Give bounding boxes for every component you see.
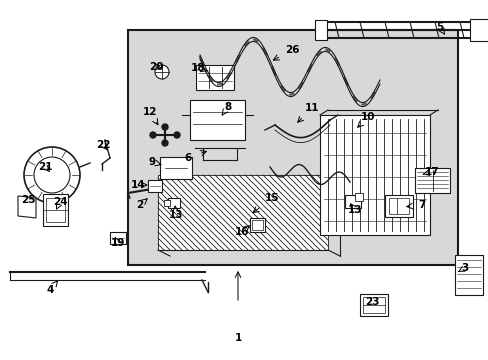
Bar [196,65,234,90]
Circle shape [162,140,168,146]
Text: 13: 13 [168,210,183,220]
Bar [384,195,412,217]
Text: 18: 18 [190,63,205,73]
Text: 1: 1 [234,333,241,343]
Bar [190,100,244,140]
Text: 15: 15 [264,193,279,203]
Circle shape [34,157,70,193]
Text: 20: 20 [148,62,163,72]
Text: 21: 21 [38,162,52,172]
Bar [110,232,126,244]
Bar [314,20,326,40]
Bar [354,193,362,201]
Bar [249,218,264,232]
Text: 7: 7 [417,200,425,210]
Text: 17: 17 [424,167,438,177]
Bar [251,220,263,230]
Text: 3: 3 [461,263,468,273]
Bar [359,294,387,316]
Text: 24: 24 [53,197,67,207]
Text: 22: 22 [96,140,110,150]
Bar [414,168,449,193]
Circle shape [24,147,80,203]
Bar [128,30,457,265]
Circle shape [155,65,169,79]
Text: 14: 14 [130,180,145,190]
Text: 19: 19 [111,238,125,248]
Bar [168,198,180,208]
Text: 25: 25 [20,195,35,205]
Circle shape [150,132,156,138]
Bar [454,255,482,295]
Text: 23: 23 [364,297,379,307]
Text: 9: 9 [148,157,155,167]
Text: 11: 11 [304,103,319,113]
Circle shape [174,132,180,138]
Circle shape [162,124,168,130]
Text: 4: 4 [46,285,54,295]
Bar [345,195,360,208]
Polygon shape [18,196,36,218]
Bar [158,175,327,250]
Bar [362,297,384,313]
Text: 8: 8 [224,102,231,112]
Bar [319,115,429,235]
Bar [469,19,488,41]
Text: 6: 6 [184,153,191,163]
Text: 5: 5 [435,22,443,32]
Bar [46,198,65,222]
Text: 2: 2 [136,200,143,210]
Bar [43,194,68,226]
Text: 16: 16 [234,227,249,237]
Bar [163,200,170,206]
Text: 13: 13 [347,205,362,215]
Bar [388,198,408,214]
Text: 10: 10 [360,112,374,122]
Bar [148,180,162,192]
Text: 12: 12 [142,107,157,117]
Bar [160,157,192,179]
Text: 26: 26 [284,45,299,55]
